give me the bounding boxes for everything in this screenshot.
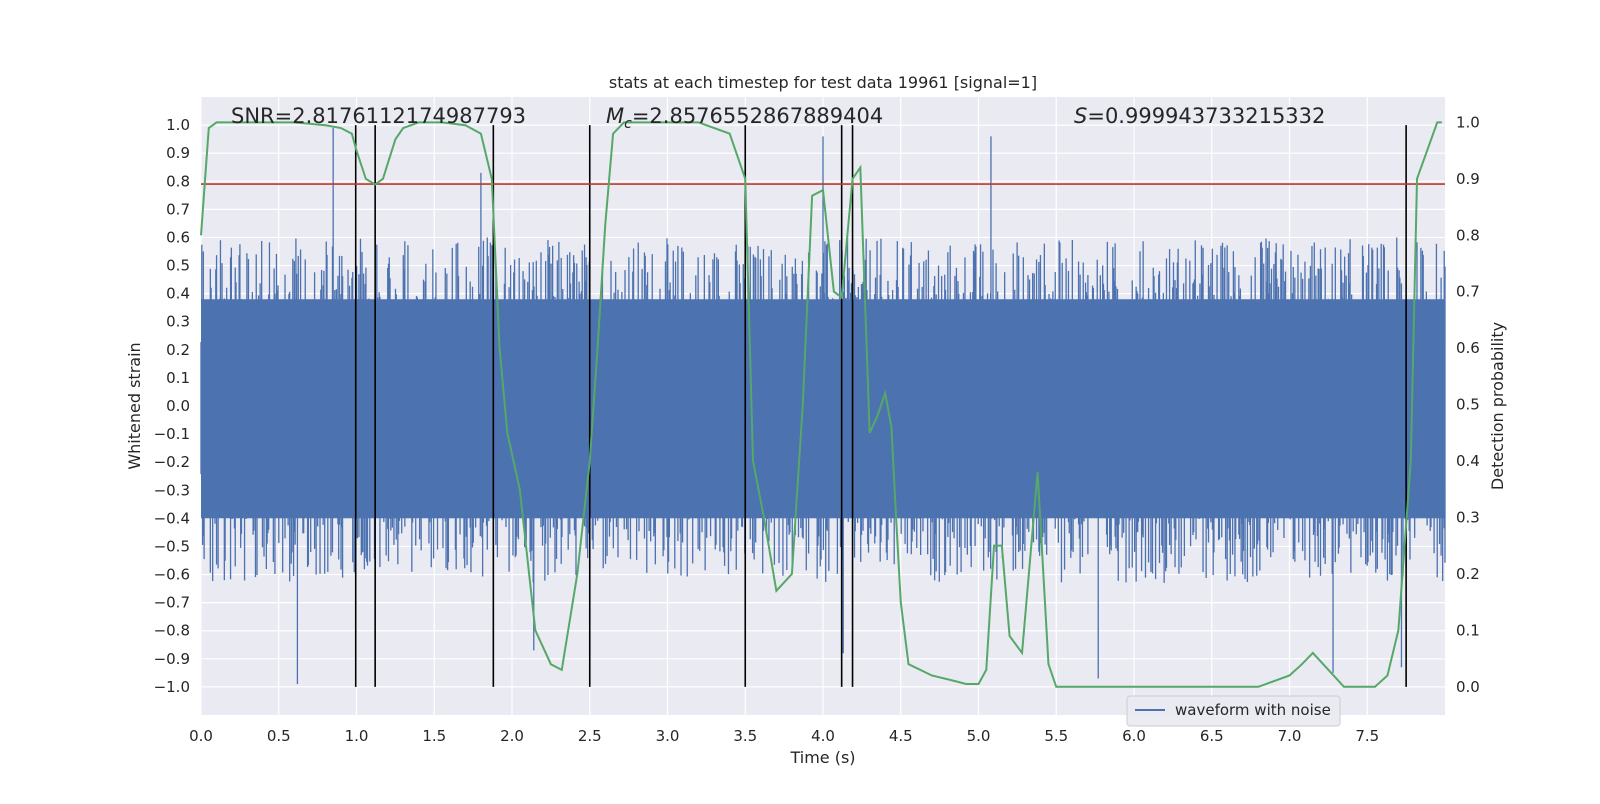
y2-tick-label: 0.2 bbox=[1456, 565, 1480, 583]
y2-tick-labels: 1.0 0.9 0.8 0.7 0.6 0.5 0.4 0.3 0.2 0.1 0.0 bbox=[1456, 113, 1480, 695]
x-tick-labels: 0.0 0.5 1.0 1.5 2.0 2.5 3.0 3.5 4.0 4.5 5.0 5.5 6.0 6… bbox=[189, 727, 1379, 745]
y2-tick-label: 0.1 bbox=[1456, 621, 1480, 639]
y-tick-label: −0.3 bbox=[154, 481, 190, 499]
x-tick-label: 0.5 bbox=[267, 727, 291, 745]
x-tick-label: 0.0 bbox=[189, 727, 213, 745]
x-tick-label: 2.0 bbox=[500, 727, 524, 745]
waveform-series bbox=[200, 127, 1446, 685]
snr-annotation: SNR=2.8176112174987793 bbox=[231, 104, 526, 128]
x-tick-label: 2.5 bbox=[578, 727, 602, 745]
y2-tick-label: 1.0 bbox=[1456, 113, 1480, 131]
y-tick-label: 0.0 bbox=[166, 397, 190, 415]
legend-label: waveform with noise bbox=[1175, 701, 1331, 719]
x-tick-label: 5.5 bbox=[1044, 727, 1068, 745]
y2-tick-label: 0.0 bbox=[1456, 678, 1480, 696]
y-tick-label: −0.8 bbox=[154, 622, 190, 640]
chirp-mass-symbol: M bbox=[606, 104, 624, 128]
y-tick-label: 0.4 bbox=[166, 285, 190, 303]
y-tick-label: −0.5 bbox=[154, 537, 190, 555]
waveform-line bbox=[200, 127, 1446, 685]
y-tick-label: −1.0 bbox=[154, 678, 190, 696]
y2-tick-label: 0.9 bbox=[1456, 170, 1480, 188]
y-tick-label: −0.4 bbox=[154, 509, 190, 527]
score-annotation: S=0.999943733215332 bbox=[1074, 104, 1325, 128]
y2-axis-title: Detection probability bbox=[1488, 322, 1507, 490]
vertical-lines bbox=[354, 125, 1407, 687]
y-tick-label: 0.1 bbox=[166, 369, 190, 387]
y-tick-label: −0.6 bbox=[154, 566, 190, 584]
x-tick-label: 4.0 bbox=[811, 727, 835, 745]
x-tick-label: 1.0 bbox=[345, 727, 369, 745]
y-tick-label: −0.9 bbox=[154, 650, 190, 668]
probability-line bbox=[200, 121, 1442, 688]
y2-tick-label: 0.4 bbox=[1456, 452, 1480, 470]
y-axis-title: Whitened strain bbox=[125, 342, 144, 469]
x-tick-label: 6.5 bbox=[1200, 727, 1224, 745]
x-axis-title: Time (s) bbox=[789, 748, 855, 767]
chirp-mass-subscript: c bbox=[624, 116, 632, 132]
y-tick-labels: 1.0 0.9 0.8 0.7 0.6 0.5 0.4 0.3 0.2 0.1 0.0 −0.1 −0.… bbox=[154, 116, 190, 696]
x-tick-label: 3.5 bbox=[733, 727, 757, 745]
y2-tick-label: 0.8 bbox=[1456, 226, 1480, 244]
chirp-mass-annotation: Mc=2.8576552867889404 bbox=[606, 104, 883, 132]
x-tick-label: 7.0 bbox=[1278, 727, 1302, 745]
y-tick-label: 0.7 bbox=[166, 200, 190, 218]
y-tick-label: 0.8 bbox=[166, 172, 190, 190]
score-symbol: S bbox=[1074, 104, 1087, 128]
x-tick-label: 4.5 bbox=[889, 727, 913, 745]
y2-tick-label: 0.6 bbox=[1456, 339, 1480, 357]
legend-box bbox=[1126, 695, 1341, 727]
x-tick-label: 6.0 bbox=[1122, 727, 1146, 745]
y-tick-label: 0.3 bbox=[166, 313, 190, 331]
probability-series bbox=[200, 121, 1442, 688]
legend: waveform with noise bbox=[1126, 695, 1341, 727]
y-tick-label: 0.2 bbox=[166, 341, 190, 359]
x-tick-label: 3.0 bbox=[656, 727, 680, 745]
y-tick-label: −0.7 bbox=[154, 594, 190, 612]
y-tick-label: 0.6 bbox=[166, 228, 190, 246]
y2-tick-label: 0.5 bbox=[1456, 396, 1480, 414]
y-tick-label: 0.5 bbox=[166, 257, 190, 275]
y-tick-label: −0.2 bbox=[154, 453, 190, 471]
score-value: =0.999943733215332 bbox=[1087, 104, 1325, 128]
x-tick-label: 1.5 bbox=[422, 727, 446, 745]
y2-tick-label: 0.3 bbox=[1456, 508, 1480, 526]
y-tick-label: 0.9 bbox=[166, 144, 190, 162]
y-tick-label: −0.1 bbox=[154, 425, 190, 443]
chart-title: stats at each timestep for test data 199… bbox=[609, 73, 1037, 92]
x-tick-label: 7.5 bbox=[1355, 727, 1379, 745]
x-tick-label: 5.0 bbox=[967, 727, 991, 745]
chirp-mass-value: =2.8576552867889404 bbox=[632, 104, 883, 128]
y2-tick-label: 0.7 bbox=[1456, 283, 1480, 301]
y-tick-label: 1.0 bbox=[166, 116, 190, 134]
